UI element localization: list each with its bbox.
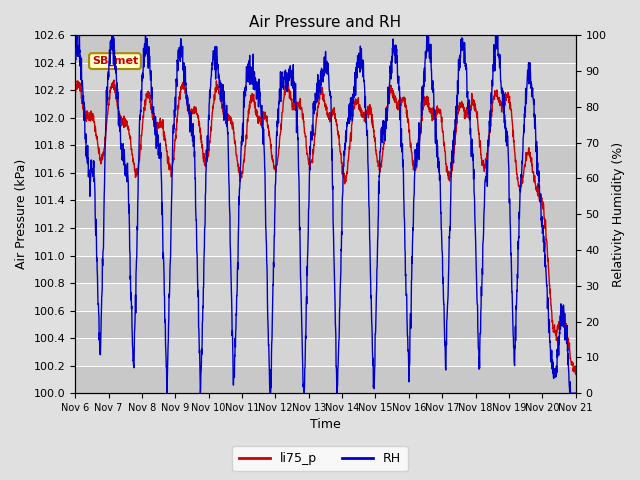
Bar (75, 145, 576, 173)
Title: Air Pressure and RH: Air Pressure and RH (250, 15, 401, 30)
Bar (75, 63, 576, 90)
Bar (75, 338, 576, 366)
Bar (75, 173, 576, 201)
Bar (75, 311, 576, 338)
Bar (75, 283, 576, 311)
Y-axis label: Relativity Humidity (%): Relativity Humidity (%) (612, 142, 625, 287)
Legend: li75_p, RH: li75_p, RH (232, 446, 408, 471)
Bar (75, 36, 576, 63)
Bar (75, 201, 576, 228)
Bar (75, 366, 576, 393)
Text: SB_met: SB_met (92, 56, 138, 66)
Bar (75, 90, 576, 118)
Bar (75, 228, 576, 255)
Y-axis label: Air Pressure (kPa): Air Pressure (kPa) (15, 159, 28, 269)
X-axis label: Time: Time (310, 419, 341, 432)
Bar (75, 255, 576, 283)
Bar (75, 118, 576, 145)
